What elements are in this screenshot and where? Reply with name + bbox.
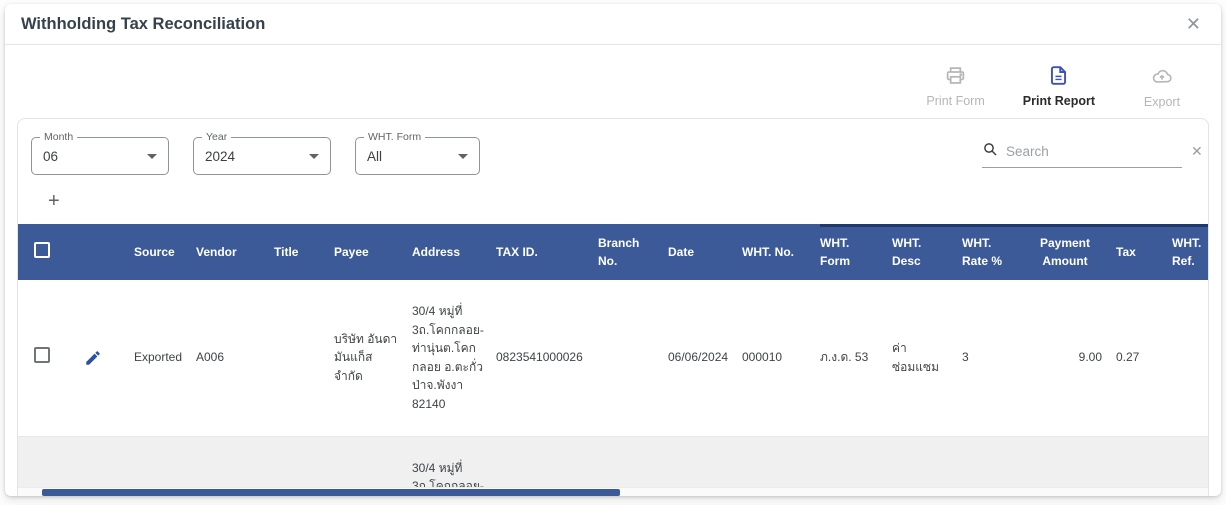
chevron-down-icon <box>147 154 157 159</box>
cell-vendor: A006 <box>196 350 225 365</box>
printer-icon <box>945 65 966 91</box>
table-row: Exported A006 บริษัท อันดามันแก็ส จำกัด … <box>18 280 1208 437</box>
edit-column-header <box>62 244 134 260</box>
col-wht-form: WHT. Form <box>820 236 850 268</box>
export-label: Export <box>1143 95 1181 109</box>
cell-payee: บริษัท อันดามันแก็ส จำกัด <box>334 331 398 384</box>
sticky-columns-edge <box>820 224 1208 227</box>
print-form-button[interactable]: Print Form <box>926 65 985 109</box>
cell-address: 30/4 หมู่ที่ 3ถ.โคกกลอย-ท่านุ่นต.โคกกลอย… <box>412 304 484 411</box>
col-wht-no: WHT. No. <box>742 245 794 259</box>
add-row: + <box>18 175 1208 224</box>
col-payment-amount: Payment Amount <box>1039 236 1091 268</box>
select-all-checkbox[interactable] <box>34 241 50 258</box>
year-select-value: 2024 <box>205 148 236 164</box>
search-icon <box>982 141 998 162</box>
cell-branch-no <box>598 350 668 366</box>
chevron-down-icon <box>458 154 468 159</box>
row-checkbox[interactable] <box>34 346 50 363</box>
month-select[interactable]: Month 06 <box>31 131 169 175</box>
table-header-row: Source Vendor Title Payee Address TAX ID… <box>18 224 1208 280</box>
col-source: Source <box>134 245 175 259</box>
month-select-label: Month <box>40 131 78 143</box>
year-select-label: Year <box>202 131 232 143</box>
col-address: Address <box>412 245 461 259</box>
col-title: Title <box>274 245 299 259</box>
cell-tax-id: 0823541000026 <box>496 350 583 365</box>
clear-search-icon[interactable]: ✕ <box>1191 143 1203 159</box>
search-box: ✕ <box>982 141 1203 168</box>
dialog-header: Withholding Tax Reconciliation ✕ <box>5 4 1221 45</box>
cell-wht-no: 000010 <box>742 350 783 365</box>
wht-form-select[interactable]: WHT. Form All <box>355 131 480 175</box>
col-date: Date <box>668 245 695 259</box>
col-payee: Payee <box>334 245 369 259</box>
add-record-button[interactable]: + <box>48 190 60 212</box>
dialog-title: Withholding Tax Reconciliation <box>21 14 266 33</box>
horizontal-scrollbar-thumb[interactable] <box>42 489 620 496</box>
wht-form-select-label: WHT. Form <box>364 131 426 143</box>
wht-table: Source Vendor Title Payee Address TAX ID… <box>18 224 1208 496</box>
toolbar: Print Form Print Report Export <box>5 45 1221 113</box>
col-vendor: Vendor <box>196 245 237 259</box>
document-icon <box>1048 65 1069 91</box>
wht-form-select-value: All <box>367 148 383 164</box>
print-report-button[interactable]: Print Report <box>1023 65 1095 109</box>
year-select[interactable]: Year 2024 <box>193 131 331 175</box>
cloud-upload-icon <box>1151 65 1173 92</box>
print-report-label: Print Report <box>1022 94 1095 108</box>
cell-tax: 0.27 <box>1116 350 1140 365</box>
cell-title <box>274 350 334 366</box>
col-wht-ref: WHT. Ref. <box>1172 236 1202 268</box>
print-form-label: Print Form <box>926 94 985 108</box>
cell-wht-form: ภ.ง.ด. 53 <box>820 350 869 365</box>
cell-wht-ref <box>1172 350 1208 366</box>
filters-row: Month 06 Year 2024 WHT. Form All <box>18 119 1208 175</box>
cell-wht-rate: 3 <box>962 350 969 365</box>
withholding-tax-reconciliation-dialog: Withholding Tax Reconciliation ✕ Print F… <box>5 4 1221 496</box>
close-icon[interactable]: ✕ <box>1185 14 1201 34</box>
cell-date: 06/06/2024 <box>668 350 729 365</box>
horizontal-scrollbar[interactable] <box>18 487 1208 496</box>
cell-wht-desc: ค่าซ่อมแซม <box>892 341 940 374</box>
cell-source: Exported <box>134 350 183 365</box>
col-wht-desc: WHT. Desc <box>892 236 922 268</box>
search-input[interactable] <box>1006 144 1183 159</box>
cell-payment-amount: 9.00 <box>1078 350 1102 365</box>
chevron-down-icon <box>309 154 319 159</box>
col-tax-id: TAX ID. <box>496 245 538 259</box>
col-tax: Tax <box>1116 245 1136 259</box>
col-wht-rate: WHT. Rate % <box>962 236 1003 268</box>
edit-pencil-icon[interactable] <box>84 349 102 367</box>
export-button[interactable]: Export <box>1133 65 1191 109</box>
col-branch-no: Branch No. <box>598 236 640 268</box>
month-select-value: 06 <box>43 148 59 164</box>
content-panel: Month 06 Year 2024 WHT. Form All <box>17 118 1209 496</box>
